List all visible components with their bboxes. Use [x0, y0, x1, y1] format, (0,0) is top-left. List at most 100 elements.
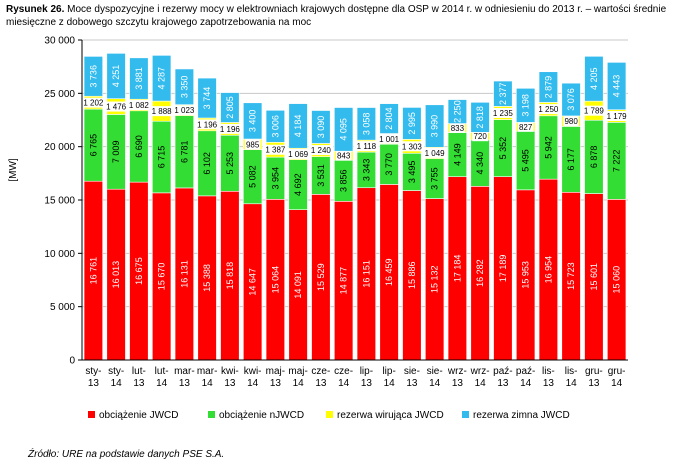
data-label: 3 856 [339, 169, 349, 192]
data-label: 3 090 [316, 116, 326, 139]
data-label: 2 804 [384, 107, 394, 130]
data-label: 1 250 [538, 105, 559, 114]
data-label: 16 459 [384, 258, 394, 286]
data-label-box [194, 119, 220, 130]
data-label: 6 781 [179, 141, 189, 164]
data-label: 2 995 [407, 112, 417, 135]
data-label: 16 761 [88, 257, 98, 285]
data-label: 1 179 [607, 112, 628, 121]
data-label: 15 670 [157, 263, 167, 291]
data-label: 1 118 [357, 142, 377, 151]
data-label: 985 [246, 140, 260, 149]
data-label: 4 692 [293, 173, 303, 196]
data-label: 1 069 [288, 150, 309, 159]
x-tick-label: lut- [132, 366, 146, 377]
data-label: 3 881 [134, 67, 144, 90]
data-label: 1 001 [379, 135, 400, 144]
data-label: 4 205 [589, 67, 599, 90]
data-label: 3 076 [566, 88, 576, 111]
x-tick-label: lis- [565, 366, 578, 377]
data-label: 6 102 [202, 152, 212, 175]
x-tick-label: lip- [382, 366, 395, 377]
x-tick-label: 14 [111, 378, 123, 389]
data-label: 1 789 [584, 107, 605, 116]
data-label: 3 736 [88, 65, 98, 88]
data-label: 15 953 [521, 261, 531, 289]
bar-segment [220, 92, 240, 123]
data-label: 1 888 [152, 107, 173, 116]
data-label-box [262, 144, 288, 155]
data-label: 17 184 [452, 255, 462, 283]
x-tick-label: lis- [542, 366, 555, 377]
data-label: 15 060 [612, 266, 622, 294]
data-label: 6 177 [566, 148, 576, 171]
data-label: 4 443 [612, 75, 622, 98]
x-tick-label: paź- [516, 366, 535, 377]
data-label: 3 006 [270, 115, 280, 138]
legend-swatch [208, 411, 215, 418]
bar-segment [515, 87, 536, 123]
stacked-bar-chart: 0 5 000 10 000 15 000 20 000 25 000 30 000 [MW]… [8, 36, 630, 421]
data-label: 4 251 [111, 65, 121, 88]
x-tick-label: maj- [266, 366, 285, 377]
x-tick-label: lip- [360, 366, 373, 377]
data-label: 4 184 [293, 115, 303, 138]
data-label: 3 400 [248, 110, 258, 133]
x-tick-label: 13 [133, 378, 145, 389]
legend-swatch [88, 411, 95, 418]
data-label: 5 942 [543, 136, 553, 159]
data-label: 15 529 [316, 263, 326, 291]
data-label: 3 350 [179, 76, 189, 99]
data-label-box [535, 104, 561, 115]
data-label: 1 240 [311, 146, 332, 155]
data-label-box [376, 133, 402, 144]
bar-segment [447, 99, 468, 124]
bar-segment [493, 80, 513, 107]
data-label: 980 [564, 117, 578, 126]
data-label: 17 189 [498, 255, 508, 283]
data-label-box [490, 107, 516, 118]
data-label-box [604, 111, 630, 122]
data-label: 6 765 [88, 134, 98, 157]
data-label: 7 222 [612, 150, 622, 173]
data-label: 3 531 [316, 164, 326, 187]
data-label: 15 064 [270, 266, 280, 294]
data-label: 2 377 [498, 82, 508, 105]
x-tick-label: 13 [88, 378, 100, 389]
legend-entry: obciążenie JWCD [99, 410, 178, 421]
bar-segment [538, 71, 559, 103]
data-label: 1 196 [197, 120, 218, 129]
data-label: 5 495 [521, 149, 531, 172]
data-label: 15 723 [566, 262, 576, 290]
data-label: 4 287 [157, 67, 167, 90]
x-tick-label: mar- [197, 366, 218, 377]
bar-segment [106, 53, 126, 99]
bar-segment [265, 109, 286, 143]
data-label: 3 343 [361, 159, 371, 182]
x-tick-label: maj- [288, 366, 307, 377]
bar-segment [197, 77, 217, 119]
data-label: 1 023 [174, 106, 195, 115]
data-label: 15 601 [589, 263, 599, 291]
legend-entry: rezerwa wirująca JWCD [337, 410, 444, 421]
data-label: 1 202 [83, 99, 104, 108]
data-label: 1 303 [402, 142, 423, 151]
data-label-box [422, 147, 448, 158]
data-label: 14 647 [248, 268, 258, 296]
legend-swatch [326, 411, 333, 418]
data-label-box [581, 105, 607, 116]
y-axis-title: [MW] [8, 158, 19, 182]
data-label: 3 495 [407, 161, 417, 184]
bar-segment [151, 55, 172, 102]
bar-segment [174, 68, 195, 105]
data-label: 15 818 [225, 262, 235, 290]
x-tick-label: gru- [585, 366, 603, 377]
x-tick-label: 13 [270, 378, 282, 389]
x-tick-label: 14 [384, 378, 396, 389]
data-label: 6 715 [157, 146, 167, 169]
bar-segment [402, 107, 422, 140]
data-label-box [308, 145, 334, 156]
x-tick-label: 14 [429, 378, 441, 389]
bar-segment [288, 103, 308, 149]
